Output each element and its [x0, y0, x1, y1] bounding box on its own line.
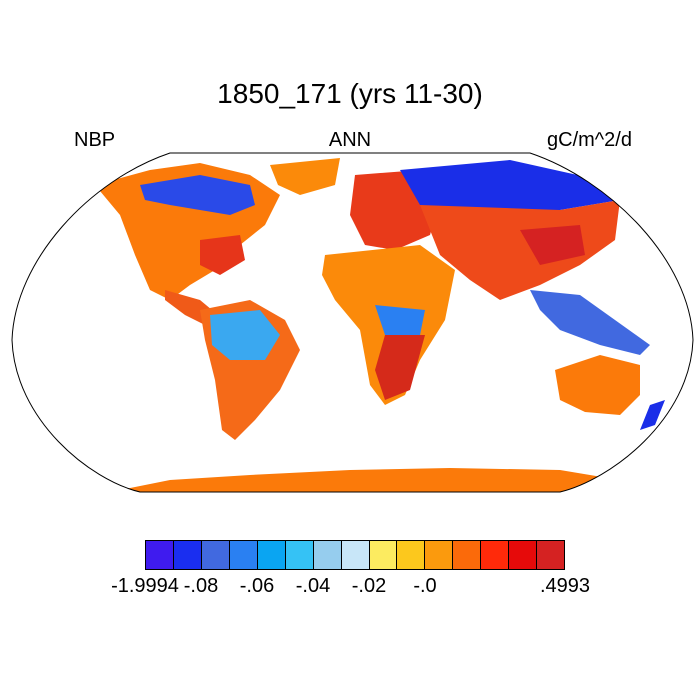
colorbar-tick-label: -.06	[239, 575, 275, 597]
colorbar-box	[285, 541, 314, 569]
variable-label: NBP	[74, 129, 116, 151]
region-southeast-asia	[530, 290, 650, 355]
colorbar-box	[397, 541, 426, 569]
colorbar-box	[453, 541, 482, 569]
region-greenland	[270, 158, 340, 195]
colorbar-box	[201, 541, 230, 569]
colorbar-tick-label: -.08	[183, 575, 219, 597]
region-eastern-us	[200, 235, 245, 275]
region-southern-africa	[375, 335, 425, 400]
colorbar-box	[369, 541, 398, 569]
colorbar-box	[313, 541, 342, 569]
season-label: ANN	[328, 129, 372, 151]
colorbar-box	[229, 541, 258, 569]
region-tibet	[520, 225, 585, 265]
colorbar-tick-label: .4993	[539, 575, 591, 597]
region-canada-boreal	[140, 175, 255, 215]
colorbar-box	[146, 541, 174, 569]
colorbar-tick-label: -.0	[413, 575, 437, 597]
units-label: gC/m^2/d	[547, 129, 632, 151]
colorbar-tick-label: -.04	[295, 575, 331, 597]
colorbar-box	[481, 541, 510, 569]
map-title: 1850_171 (yrs 11-30)	[217, 78, 483, 109]
region-congo	[375, 305, 425, 335]
region-amazon	[210, 310, 280, 360]
colorbar-box	[425, 541, 454, 569]
colorbar-box	[173, 541, 202, 569]
region-siberia	[400, 160, 620, 215]
region-australia	[555, 355, 640, 415]
colorbar-box	[509, 541, 538, 569]
map-boundary	[11, 152, 694, 493]
colorbar-box	[537, 541, 565, 569]
colorbar	[145, 540, 565, 570]
colorbar-box	[257, 541, 286, 569]
region-new-zealand	[640, 400, 665, 430]
colorbar-tick-label: -.02	[351, 575, 387, 597]
region-asia	[420, 200, 620, 300]
colorbar-tick-label: -1.9994	[111, 575, 179, 597]
region-antarctica	[120, 468, 620, 492]
colorbar-box	[341, 541, 370, 569]
